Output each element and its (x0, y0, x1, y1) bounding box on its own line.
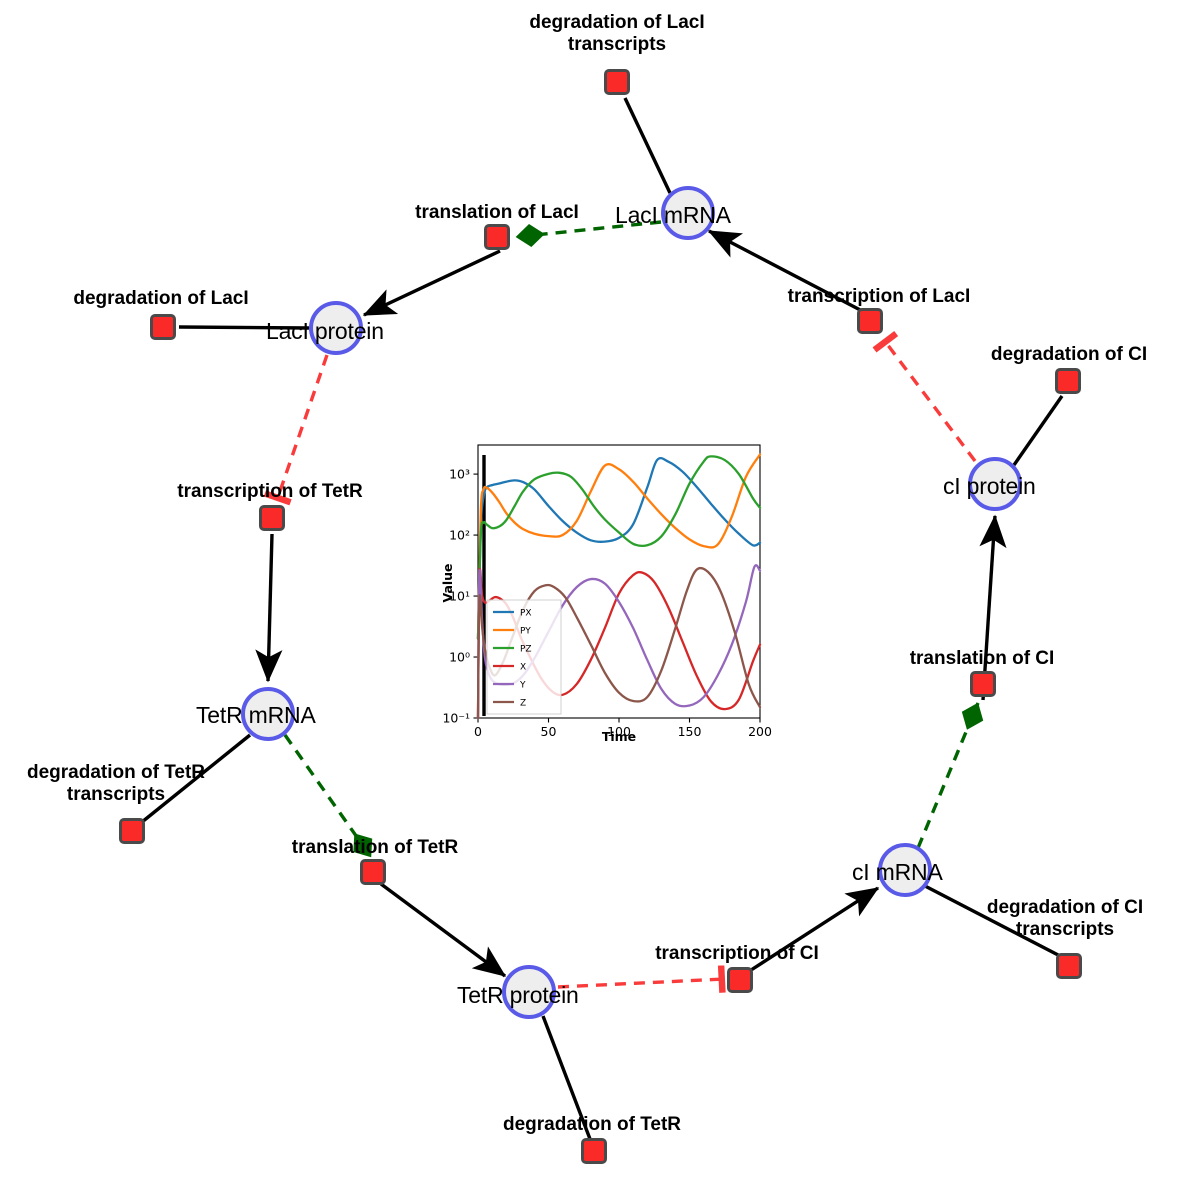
reaction-node-deg-laci-transcripts[interactable] (604, 69, 630, 95)
reaction-label-transcription-of-ci: transcription of CI (655, 943, 819, 964)
y-axis-ticks: 10⁻¹ 10⁰ 10¹ 10² 10³ (442, 467, 478, 726)
x-axis-ticks: 0 50 100 150 200 (474, 718, 772, 739)
x-tick-label: 50 (541, 724, 557, 739)
reaction-label-degradation-of-laci: degradation of LacI (73, 288, 249, 309)
series-line-pz (476, 455, 762, 640)
x-axis-title: Time (602, 729, 636, 744)
y-axis-title: Value (440, 563, 455, 602)
reaction-node-degradation-of-tetr[interactable] (581, 1138, 607, 1164)
legend-label-z: Z (520, 698, 526, 708)
species-label-ci-mrna: cI mRNA (852, 859, 943, 885)
reaction-label-deg-laci-transcripts: degradation of LacI transcripts (529, 12, 705, 55)
species-label-laci-protein: LacI protein (266, 318, 384, 344)
legend-label-x: X (520, 662, 526, 672)
edge-laci-mrna-to-deg-laci-tx (623, 97, 672, 194)
edge-group-activation (283, 220, 984, 858)
reaction-node-translation-of-tetr[interactable] (360, 859, 386, 885)
reaction-node-translation-of-ci[interactable] (970, 671, 996, 697)
legend-label-py: PY (520, 626, 531, 636)
species-label-laci-mrna: LacI mRNA (615, 202, 731, 228)
edge-ci-mrna-to-deg-ci-tx (924, 884, 1063, 959)
species-node-laci-mrna[interactable] (661, 186, 715, 240)
species-node-tetr-mrna[interactable] (241, 687, 295, 741)
reaction-label-deg-ci-transcripts: degradation of CI transcripts (986, 897, 1144, 940)
reaction-label-translation-of-ci: translation of CI (909, 648, 1055, 669)
species-label-tetr-mrna: TetR mRNA (196, 702, 316, 728)
series-line-py (476, 453, 762, 640)
reaction-node-degradation-of-laci[interactable] (150, 314, 176, 340)
edge-inhibition-tetr-protein-tx-ci (557, 965, 726, 993)
y-tick-label: 10⁻¹ (442, 711, 470, 726)
edge-tl-tetr-to-tetr-protein (379, 882, 507, 978)
edge-ci-protein-to-deg-ci (1012, 395, 1064, 466)
x-tick-label: 200 (748, 724, 772, 739)
legend-label-pz: PZ (520, 644, 532, 654)
x-tick-label: 150 (678, 724, 702, 739)
edge-activation-ci-mrna-tl-ci (916, 702, 984, 849)
inset-plot-svg: 10⁻¹ 10⁰ 10¹ 10² 10³ 0 50 100 150 200 Value Time… (440, 428, 780, 746)
species-node-tetr-protein[interactable] (502, 965, 556, 1019)
reaction-node-transcription-of-tetr[interactable] (259, 505, 285, 531)
edge-tl-ci-to-ci-protein (979, 514, 1007, 701)
edge-tetr-mrna-to-deg-tetr-tx (140, 733, 252, 824)
edge-tl-laci-to-laci-protein (362, 249, 501, 317)
reaction-label-degradation-of-ci: degradation of CI (990, 344, 1148, 365)
edge-tx-laci-to-laci-mrna (707, 229, 867, 315)
species-node-ci-mrna[interactable] (878, 843, 932, 897)
edge-group-inhibition (263, 331, 977, 993)
inset-timeseries-plot: 10⁻¹ 10⁰ 10¹ 10² 10³ 0 50 100 150 200 Value Time… (440, 428, 780, 746)
edge-activation-laci-mrna-tl-laci (515, 220, 662, 248)
edge-laci-protein-to-deg-laci (178, 325, 310, 330)
reaction-label-deg-tetr-transcripts: degradation of TetR transcripts (26, 762, 206, 805)
reaction-label-translation-of-tetr: translation of TetR (291, 837, 459, 858)
y-tick-label: 10¹ (449, 589, 470, 604)
x-tick-label: 100 (607, 724, 631, 739)
species-label-ci-protein: cI protein (943, 473, 1036, 499)
edge-inhibition-laci-protein-tx-tetr (263, 354, 329, 506)
y-tick-label: 10² (449, 528, 470, 543)
reaction-label-translation-of-laci: translation of LacI (415, 202, 579, 223)
legend-label-px: PX (520, 608, 532, 618)
reaction-node-transcription-of-laci[interactable] (857, 308, 883, 334)
reaction-label-transcription-of-tetr: transcription of TetR (177, 481, 363, 502)
reaction-node-transcription-of-ci[interactable] (727, 967, 753, 993)
reaction-node-translation-of-laci[interactable] (484, 224, 510, 250)
reaction-node-deg-ci-transcripts[interactable] (1056, 953, 1082, 979)
series-line-px (476, 456, 762, 640)
species-node-laci-protein[interactable] (309, 301, 363, 355)
y-tick-label: 10⁰ (449, 650, 470, 665)
edge-group-substrate (140, 97, 1064, 1140)
x-tick-label: 0 (474, 724, 482, 739)
edge-tx-tetr-to-tetr-mrna (255, 533, 283, 683)
plot-legend: PX PY PZ XYZ (486, 599, 562, 715)
edge-inhibition-ci-protein-tx-laci (872, 331, 977, 463)
reaction-label-degradation-of-tetr: degradation of TetR (502, 1114, 682, 1135)
reaction-label-transcription-of-laci: transcription of LacI (787, 286, 971, 307)
edge-activation-tetr-mrna-tl-tetr (283, 734, 373, 858)
reaction-node-degradation-of-ci[interactable] (1055, 368, 1081, 394)
y-tick-label: 10³ (449, 467, 470, 482)
legend-label-y: Y (519, 680, 526, 690)
edge-tetr-protein-to-deg-tetr (541, 1015, 592, 1140)
edge-tx-ci-to-ci-mrna (747, 886, 880, 974)
reaction-node-deg-tetr-transcripts[interactable] (119, 818, 145, 844)
species-label-tetr-protein: TetR protein (457, 982, 579, 1008)
species-node-ci-protein[interactable] (968, 457, 1022, 511)
